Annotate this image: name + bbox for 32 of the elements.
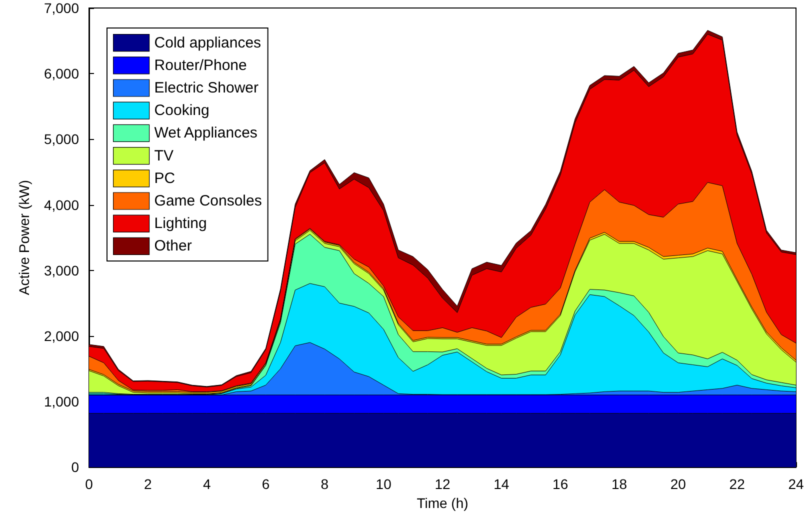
- y-tick-label: 1,000: [44, 394, 80, 410]
- x-tick-label: 12: [434, 476, 450, 492]
- x-tick-label: 6: [262, 476, 270, 492]
- y-tick-label: 7,000: [44, 0, 80, 16]
- legend-label: Game Consoles: [154, 192, 262, 210]
- y-tick-label: 2,000: [44, 328, 80, 344]
- y-tick-label: 5,000: [44, 131, 80, 148]
- legend-label: Electric Shower: [154, 80, 259, 96]
- x-tick-label: 18: [611, 476, 628, 492]
- x-tick-label: 22: [729, 476, 746, 492]
- legend-label: Wet Appliances: [154, 124, 258, 142]
- legend-label: TV: [154, 147, 174, 164]
- y-tick-label: 3,000: [44, 262, 80, 278]
- x-tick-label: 10: [376, 476, 392, 492]
- x-tick-label: 0: [85, 476, 94, 492]
- x-tick-label: 24: [788, 476, 804, 492]
- legend-label: Cold appliances: [154, 34, 262, 52]
- x-tick-label: 14: [494, 476, 510, 492]
- x-tick-label: 20: [670, 476, 686, 492]
- legend-label: PC: [154, 170, 176, 187]
- x-tick-label: 4: [202, 476, 211, 492]
- x-tick-label: 16: [552, 476, 568, 492]
- x-tick-label: 2: [144, 476, 152, 492]
- y-tick-label: 6,000: [44, 66, 80, 82]
- x-axis-title: Time (h): [416, 495, 468, 511]
- y-tick-label: 0: [71, 459, 80, 476]
- y-tick-label: 4,000: [44, 196, 80, 213]
- legend-label: Cooking: [154, 102, 210, 120]
- x-tick-label: 8: [320, 476, 329, 492]
- legend-label: Lighting: [154, 215, 207, 232]
- legend-label: Router/Phone: [154, 56, 247, 74]
- y-axis-title: Active Power (kW): [16, 180, 32, 296]
